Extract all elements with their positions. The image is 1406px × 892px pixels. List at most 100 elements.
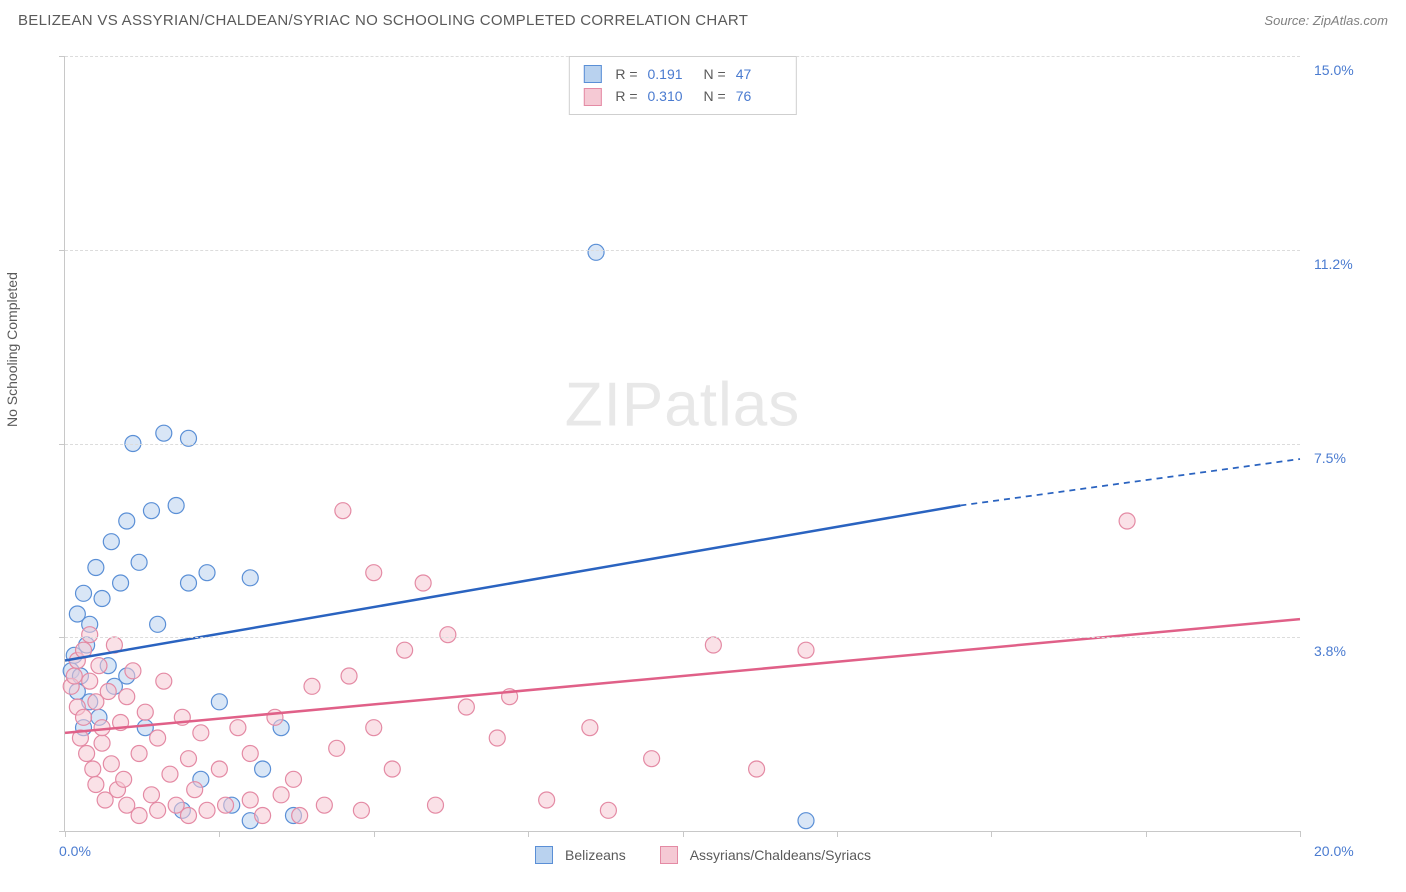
y-tick [59,56,65,57]
swatch-belizeans [535,846,553,864]
chart-title: BELIZEAN VS ASSYRIAN/CHALDEAN/SYRIAC NO … [18,12,748,29]
data-point [600,802,616,818]
data-point [255,808,271,824]
y-tick-label: 3.8% [1314,643,1346,659]
data-point [168,498,184,514]
y-axis-label: No Schooling Completed [4,272,20,427]
gridline [65,250,1300,251]
data-point [103,534,119,550]
trend-line [65,619,1300,733]
data-point [230,720,246,736]
data-point [798,642,814,658]
data-point [113,575,129,591]
r-value: 0.310 [648,85,694,107]
data-point [143,787,159,803]
data-point [181,808,197,824]
data-point [199,802,215,818]
data-point [125,663,141,679]
n-label: N = [704,85,726,107]
data-point [150,730,166,746]
data-point [489,730,505,746]
x-min-label: 0.0% [59,843,91,859]
data-point [292,808,308,824]
data-point [85,761,101,777]
data-point [458,699,474,715]
x-tick [374,831,375,837]
data-point [705,637,721,653]
data-point [539,792,555,808]
legend-item-belizeans: Belizeans [535,846,626,864]
source-name: ZipAtlas.com [1313,13,1388,28]
n-value: 76 [736,85,782,107]
data-point [116,771,132,787]
data-point [103,756,119,772]
data-point [100,684,116,700]
y-tick [59,444,65,445]
data-point [384,761,400,777]
data-point [162,766,178,782]
data-point [131,746,147,762]
data-point [366,565,382,581]
data-point [1119,513,1135,529]
data-point [131,808,147,824]
y-tick-label: 15.0% [1314,62,1354,78]
swatch-assyrians [583,88,601,106]
x-tick [65,831,66,837]
plot-area: ZIPatlas R = 0.191 N = 47 R = 0.310 N = … [64,56,1300,832]
data-point [94,591,110,607]
data-point [218,797,234,813]
x-tick [837,831,838,837]
legend-row-assyrians: R = 0.310 N = 76 [583,85,781,107]
data-point [88,777,104,793]
source-attribution: Source: ZipAtlas.com [1264,13,1388,28]
data-point [329,740,345,756]
y-tick [59,637,65,638]
x-tick [683,831,684,837]
data-point [285,771,301,787]
data-point [415,575,431,591]
data-point [749,761,765,777]
trend-line-extrapolated [960,459,1300,506]
legend-item-assyrians: Assyrians/Chaldeans/Syriacs [660,846,871,864]
data-point [366,720,382,736]
data-point [242,746,258,762]
data-point [193,725,209,741]
data-point [242,570,258,586]
y-tick-label: 11.2% [1314,256,1353,272]
correlation-legend: R = 0.191 N = 47 R = 0.310 N = 76 [568,56,796,115]
data-point [94,735,110,751]
r-label: R = [615,63,637,85]
data-point [150,802,166,818]
data-point [66,668,82,684]
x-tick [528,831,529,837]
chart-header: BELIZEAN VS ASSYRIAN/CHALDEAN/SYRIAC NO … [0,0,1406,39]
data-point [119,689,135,705]
data-point [267,709,283,725]
data-point [156,673,172,689]
y-tick [59,831,65,832]
data-point [150,616,166,632]
data-point [798,813,814,829]
x-max-label: 20.0% [1314,843,1354,859]
x-tick [219,831,220,837]
r-value: 0.191 [648,63,694,85]
data-point [316,797,332,813]
data-point [181,751,197,767]
data-point [76,709,92,725]
source-label: Source: [1264,13,1309,28]
data-point [131,554,147,570]
data-point [137,704,153,720]
n-label: N = [704,63,726,85]
data-point [79,746,95,762]
data-point [428,797,444,813]
data-point [91,658,107,674]
chart-container: No Schooling Completed ZIPatlas R = 0.19… [18,44,1388,874]
n-value: 47 [736,63,782,85]
y-tick-label: 7.5% [1314,450,1346,466]
gridline [65,637,1300,638]
data-point [88,560,104,576]
swatch-assyrians [660,846,678,864]
data-point [397,642,413,658]
swatch-belizeans [583,65,601,83]
data-point [440,627,456,643]
